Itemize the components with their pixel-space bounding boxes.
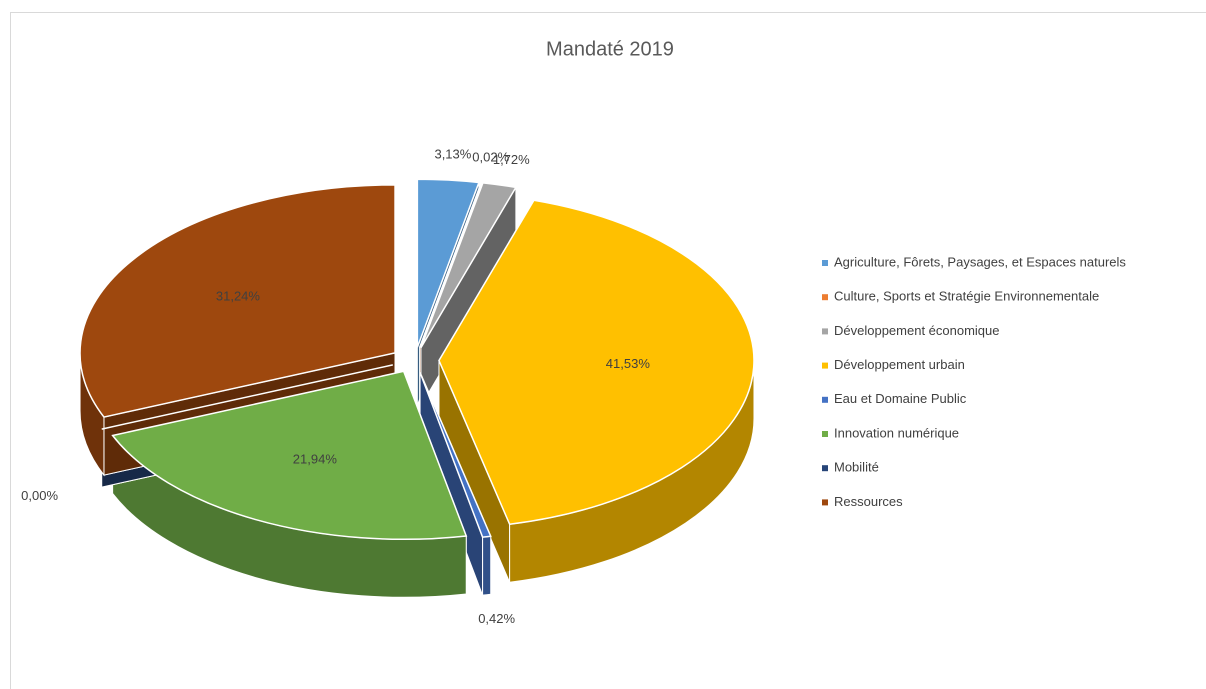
legend-label: Ressources (834, 494, 903, 509)
pie-slice (111, 370, 468, 541)
chart-frame (10, 12, 1206, 689)
chart-title: Mandaté 2019 (546, 38, 674, 60)
data-label: 21,94% (293, 452, 338, 467)
pie-slice (419, 372, 492, 538)
legend-swatch (822, 362, 828, 369)
pie-slice (416, 178, 480, 348)
legend-label: Développement urbain (834, 357, 965, 372)
legend-label: Eau et Domaine Public (834, 391, 967, 406)
data-label: 31,24% (216, 288, 261, 303)
pie-slice (79, 184, 396, 418)
pie-slice (438, 199, 755, 526)
legend-label: Innovation numérique (834, 425, 959, 440)
legend-swatch (822, 396, 828, 403)
legend-swatch (822, 328, 828, 335)
legend-label: Développement économique (834, 323, 1000, 338)
legend-swatch (822, 465, 828, 472)
pie-slice (419, 181, 483, 348)
slice-side (482, 535, 492, 596)
legend-swatch (822, 499, 828, 506)
data-label: 0,02% (472, 149, 509, 164)
legend-swatch (822, 431, 828, 437)
data-label: 41,53% (606, 356, 651, 371)
legend-swatch (822, 294, 828, 301)
data-label: 1,72% (493, 152, 530, 167)
pie-tops (79, 178, 755, 541)
data-label: 0,42% (478, 611, 515, 626)
data-label: 3,13% (434, 146, 471, 161)
data-label: 0,00% (21, 488, 58, 503)
legend-label: Mobilité (834, 460, 879, 475)
legend-label: Agriculture, Fôrets, Paysages, et Espace… (834, 254, 1126, 269)
pie-slice (420, 182, 518, 348)
legend-swatch (822, 260, 828, 266)
legend-label: Culture, Sports et Stratégie Environneme… (834, 289, 1099, 304)
